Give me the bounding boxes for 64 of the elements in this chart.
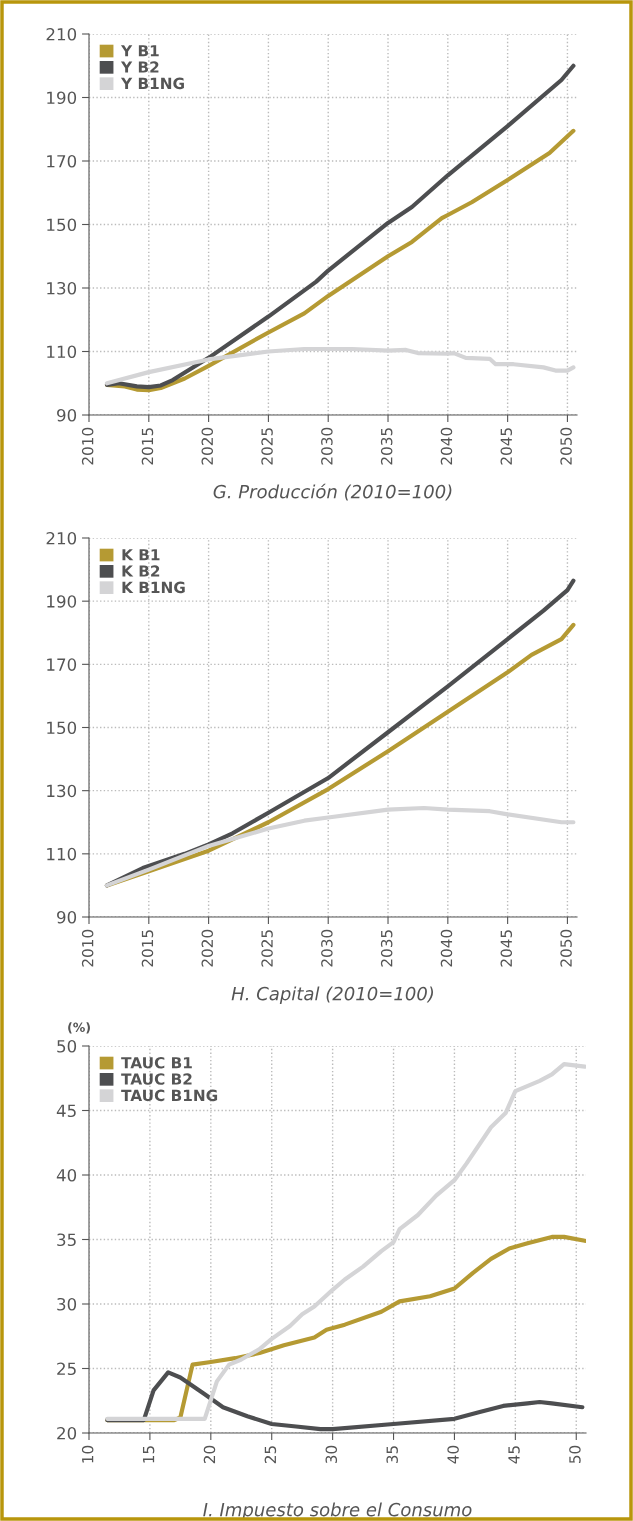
legend-label: K B2 bbox=[122, 565, 160, 577]
x-tick-label: 2035 bbox=[380, 428, 393, 465]
x-tick-label: 30 bbox=[325, 1445, 338, 1464]
y-tick-label: 170 bbox=[47, 658, 77, 671]
x-tick-label: 2025 bbox=[261, 428, 273, 465]
y-tick-label: 170 bbox=[47, 154, 77, 168]
y-tick-label: 40 bbox=[56, 1168, 77, 1182]
legend-label: K B1NG bbox=[122, 581, 185, 594]
text: G. Producción (2010=100) bbox=[213, 483, 452, 501]
x-tick-label: 2030 bbox=[321, 929, 333, 967]
text: I. Impuesto sobre el Consumo bbox=[203, 1502, 472, 1520]
y-tick-label: 50 bbox=[57, 1039, 77, 1053]
y-tick-label: 110 bbox=[47, 345, 77, 359]
y-tick-label: 150 bbox=[47, 721, 77, 735]
x-tick-label: 40 bbox=[447, 1445, 459, 1464]
x-tick-label: 35 bbox=[386, 1446, 398, 1464]
y-tick-label: 190 bbox=[47, 91, 77, 105]
x-tick-label: 2045 bbox=[500, 428, 513, 465]
x-tick-label: 2025 bbox=[261, 930, 273, 967]
x-tick-label: 2040 bbox=[440, 929, 453, 967]
x-tick-label: 2035 bbox=[380, 930, 393, 967]
x-tick-label: 2015 bbox=[141, 930, 154, 967]
y-tick-label: 20 bbox=[57, 1426, 77, 1440]
legend-label: TAUC B1NG bbox=[121, 1089, 218, 1102]
y-tick-label: 25 bbox=[57, 1362, 76, 1376]
legend-label: TAUC B1 bbox=[121, 1056, 192, 1069]
legend-label: Y B1 bbox=[120, 45, 159, 57]
x-tick-label: 2010 bbox=[81, 929, 94, 967]
legend-label: Y B1NG bbox=[120, 77, 184, 90]
line-series bbox=[104, 805, 576, 888]
y-tick-label: 210 bbox=[46, 27, 77, 41]
x-tick-label: 25 bbox=[264, 1446, 277, 1464]
line-series bbox=[104, 63, 576, 390]
y-tick-label: 210 bbox=[46, 531, 77, 545]
x-tick-label: 2010 bbox=[81, 427, 94, 465]
y-axis-title: (%) bbox=[68, 1022, 90, 1034]
x-tick-label: 20 bbox=[203, 1445, 216, 1464]
x-tick-label: 2050 bbox=[560, 929, 572, 967]
y-tick-label: 90 bbox=[57, 910, 77, 924]
y-tick-label: 30 bbox=[57, 1297, 77, 1311]
y-tick-label: 190 bbox=[47, 595, 77, 608]
x-tick-label: 15 bbox=[142, 1446, 155, 1463]
y-tick-label: 130 bbox=[47, 784, 77, 798]
text: H. Capital (2010=100) bbox=[231, 986, 434, 1004]
x-tick-label: 2040 bbox=[440, 427, 453, 465]
legend-label: Y B2 bbox=[120, 61, 159, 73]
x-tick-label: 2050 bbox=[560, 427, 572, 465]
line-series bbox=[104, 346, 576, 386]
x-tick-label: 45 bbox=[508, 1446, 520, 1464]
legend-label: TAUC B2 bbox=[121, 1073, 192, 1085]
x-tick-label: 10 bbox=[81, 1445, 94, 1463]
x-tick-label: 2030 bbox=[321, 427, 333, 465]
x-tick-label: 2020 bbox=[201, 929, 214, 967]
x-tick-label: 2045 bbox=[500, 930, 513, 967]
y-tick-label: 150 bbox=[47, 218, 77, 232]
x-tick-label: 2020 bbox=[201, 427, 214, 465]
y-tick-label: 130 bbox=[47, 281, 77, 295]
y-tick-label: 90 bbox=[57, 408, 77, 422]
y-tick-label: 45 bbox=[56, 1104, 76, 1118]
legend-label: K B1 bbox=[122, 549, 160, 561]
y-tick-label: 35 bbox=[57, 1233, 76, 1247]
y-tick-label: 110 bbox=[47, 847, 77, 861]
x-tick-label: 2015 bbox=[141, 428, 154, 465]
x-tick-label: 50 bbox=[569, 1445, 581, 1464]
